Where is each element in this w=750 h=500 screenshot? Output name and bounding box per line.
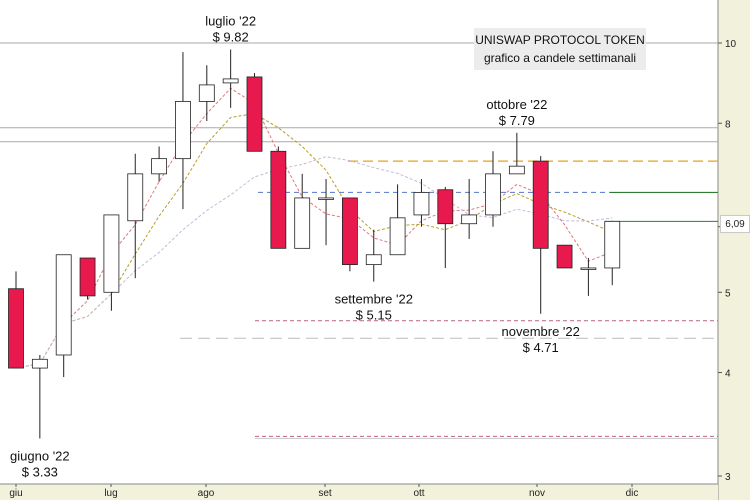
candle-body <box>485 173 501 216</box>
candle-body <box>198 84 215 102</box>
x-tick-label: set <box>318 488 332 499</box>
candle-body <box>413 192 430 216</box>
candle-body <box>55 254 72 356</box>
x-tick-label: ott <box>413 488 424 499</box>
candle-body <box>604 220 621 269</box>
y-tick-label: 4 <box>725 369 731 380</box>
y-tick-label: 8 <box>725 119 731 130</box>
y-axis-panel <box>718 0 750 500</box>
annotation-date: novembre '22 <box>502 324 580 339</box>
x-tick-label: nov <box>529 488 545 499</box>
candle-body <box>270 150 287 249</box>
y-tick-label: 10 <box>725 39 737 50</box>
chart-title: UNISWAP PROTOCOL TOKEN <box>475 33 645 47</box>
candle-body <box>103 214 120 293</box>
candle-body <box>341 197 358 266</box>
annotation-price: $ 9.82 <box>213 30 249 45</box>
y-tick-label: 5 <box>725 288 731 299</box>
candle-body <box>31 358 48 369</box>
x-tick-label: giu <box>9 488 22 499</box>
y-tick-label: 3 <box>725 472 731 483</box>
x-tick-label: lug <box>104 488 117 499</box>
annotation-price: $ 7.79 <box>499 113 535 128</box>
annotation-date: ottobre '22 <box>486 97 547 112</box>
candle-body <box>580 267 597 270</box>
candle-body <box>365 254 382 266</box>
candle-body <box>175 101 191 160</box>
candle-body <box>318 197 334 200</box>
annotation-price: $ 3.33 <box>22 464 58 479</box>
annotation-date: giugno '22 <box>10 448 70 463</box>
x-tick-label: dic <box>626 488 639 499</box>
annotation-date: settembre '22 <box>335 292 413 307</box>
last-price-label: 6,09 <box>720 215 750 233</box>
candle-body <box>246 76 263 152</box>
candle-body <box>8 288 24 369</box>
candle-body <box>556 244 573 269</box>
candle-body <box>294 197 311 249</box>
candle-body <box>127 173 144 222</box>
candle-body <box>151 158 168 175</box>
candle-body <box>437 189 454 225</box>
chart-title-box: UNISWAP PROTOCOL TOKEN grafico a candele… <box>474 28 646 70</box>
annotation-price: $ 4.71 <box>523 340 559 355</box>
candle-body <box>508 165 525 175</box>
candle-body <box>222 78 239 84</box>
candle-body <box>532 160 549 249</box>
annotation-price: $ 5.15 <box>356 308 392 323</box>
chart-subtitle: grafico a candele settimanali <box>483 51 637 65</box>
candle-body <box>389 217 406 256</box>
x-tick-label: ago <box>198 488 215 499</box>
x-axis-panel <box>0 484 718 500</box>
candle-body <box>461 214 478 225</box>
candle-body <box>79 257 96 297</box>
moving-average-long <box>15 156 613 369</box>
annotation-date: luglio '22 <box>205 14 256 29</box>
